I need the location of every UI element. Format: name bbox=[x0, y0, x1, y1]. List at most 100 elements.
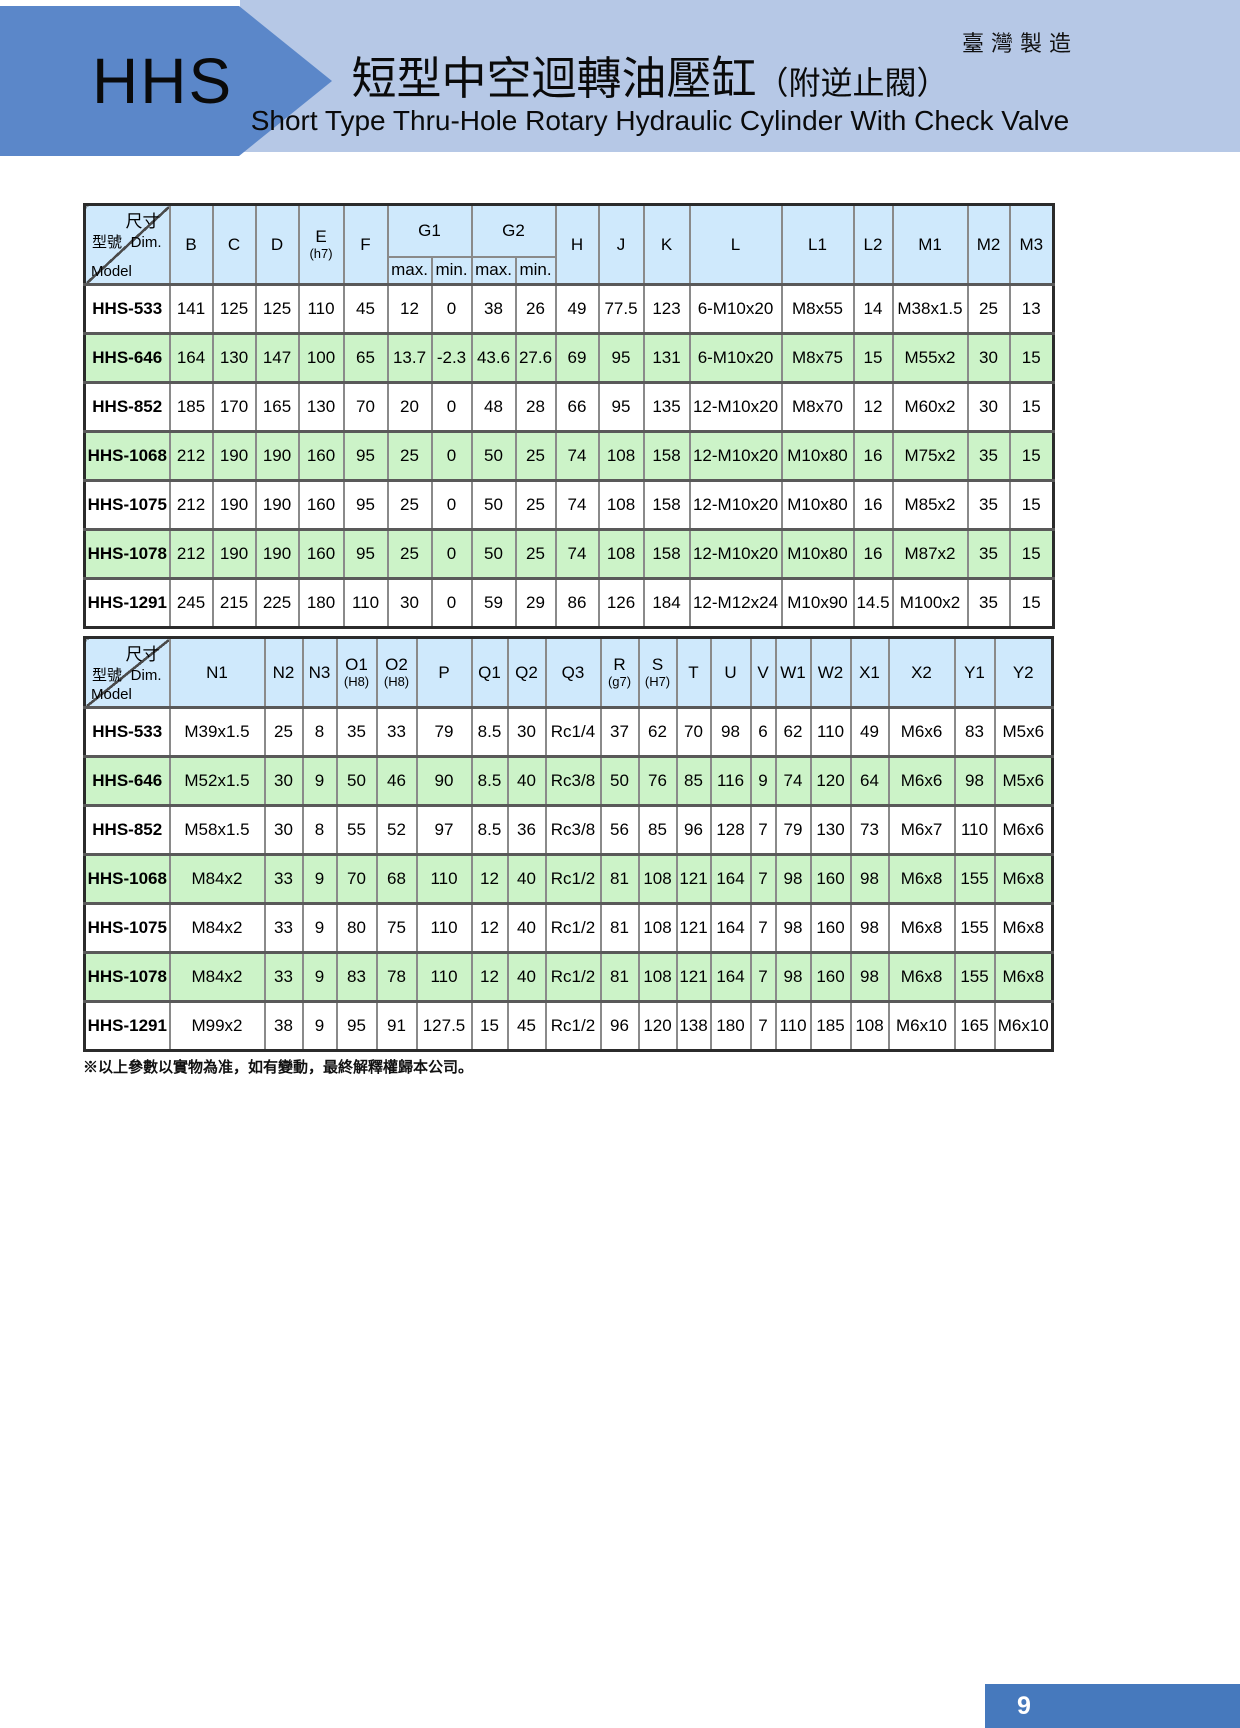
value-cell: 108 bbox=[637, 853, 678, 905]
value-cell: 50 bbox=[599, 755, 640, 807]
value-cell: Rc1/2 bbox=[544, 853, 602, 905]
made-in-label: 臺灣製造 bbox=[961, 31, 1078, 56]
value-cell: 108 bbox=[597, 430, 645, 482]
value-cell: 62 bbox=[637, 706, 678, 758]
value-cell: 35 bbox=[966, 430, 1011, 482]
model-cell: HHS-1075 bbox=[83, 479, 171, 531]
value-cell: 43.6 bbox=[470, 332, 517, 384]
value-cell: 8.5 bbox=[470, 706, 509, 758]
value-cell: 35 bbox=[966, 479, 1011, 531]
value-cell: 12-M10x20 bbox=[688, 381, 783, 433]
value-cell: 0 bbox=[430, 479, 473, 531]
value-cell: 121 bbox=[675, 951, 712, 1003]
value-cell: 98 bbox=[849, 951, 890, 1003]
value-cell: 164 bbox=[168, 332, 214, 384]
col-header-o1-tolerance: (H8) bbox=[343, 674, 370, 690]
value-cell: M6x8 bbox=[887, 853, 956, 905]
col-header-s-label: S bbox=[651, 655, 664, 675]
page-number: 9 bbox=[1017, 1691, 1031, 1720]
value-cell: 155 bbox=[953, 951, 996, 1003]
value-cell: M6x10 bbox=[887, 1000, 956, 1052]
col-header-k: K bbox=[642, 203, 691, 286]
table-row: HHS-852 185 170 165 130 70 20 0 48 28 66 95 135 12-M1… bbox=[83, 381, 1055, 433]
value-cell: 15 bbox=[1008, 430, 1055, 482]
value-cell: 116 bbox=[709, 755, 752, 807]
value-cell: 120 bbox=[637, 1000, 678, 1052]
col-subheader-g2-min: min. bbox=[514, 255, 557, 286]
value-cell: 245 bbox=[168, 577, 214, 629]
model-cell: HHS-1075 bbox=[83, 902, 171, 954]
value-cell: 25 bbox=[514, 528, 557, 580]
corner-dim-en: Dim. bbox=[130, 234, 162, 251]
col-header-g2: G2 bbox=[470, 203, 557, 258]
value-cell: 95 bbox=[597, 381, 645, 433]
value-cell: 73 bbox=[849, 804, 890, 856]
value-cell: 212 bbox=[168, 430, 214, 482]
model-cell: HHS-1068 bbox=[83, 853, 171, 905]
value-cell: M87x2 bbox=[891, 528, 969, 580]
value-cell: 160 bbox=[809, 853, 852, 905]
value-cell: 8 bbox=[301, 706, 338, 758]
value-cell: 128 bbox=[709, 804, 752, 856]
value-cell: 16 bbox=[852, 479, 894, 531]
value-cell: 138 bbox=[675, 1000, 712, 1052]
value-cell: 35 bbox=[335, 706, 378, 758]
col-header-o2-label: O2 bbox=[385, 655, 408, 675]
col-header-e: E (h7) bbox=[297, 203, 345, 286]
value-cell: 65 bbox=[342, 332, 389, 384]
value-cell: 125 bbox=[211, 283, 257, 335]
value-cell: M99x2 bbox=[168, 1000, 266, 1052]
value-cell: Rc1/2 bbox=[544, 902, 602, 954]
value-cell: 130 bbox=[211, 332, 257, 384]
value-cell: M58x1.5 bbox=[168, 804, 266, 856]
value-cell: 13 bbox=[1008, 283, 1055, 335]
col-header-n1: N1 bbox=[168, 636, 266, 709]
table-row: HHS-1078 M84x2 33 9 83 78 110 12 40 Rc1/2 81 108 121… bbox=[83, 951, 1054, 1003]
col-subheader-g1-max: max. bbox=[386, 255, 433, 286]
col-header-l2: L2 bbox=[852, 203, 894, 286]
value-cell: Rc1/2 bbox=[544, 1000, 602, 1052]
col-header-h: H bbox=[554, 203, 600, 286]
value-cell: 52 bbox=[375, 804, 418, 856]
value-cell: 0 bbox=[430, 430, 473, 482]
col-header-j: J bbox=[597, 203, 645, 286]
col-header-n3: N3 bbox=[301, 636, 338, 709]
value-cell: 147 bbox=[254, 332, 300, 384]
value-cell: 25 bbox=[386, 430, 433, 482]
value-cell: 98 bbox=[849, 853, 890, 905]
value-cell: M10x90 bbox=[780, 577, 855, 629]
value-cell: 30 bbox=[966, 381, 1011, 433]
value-cell: 180 bbox=[709, 1000, 752, 1052]
col-header-r-label: R bbox=[613, 655, 626, 675]
value-cell: 70 bbox=[342, 381, 389, 433]
corner-dim-en: Dim. bbox=[130, 667, 162, 684]
value-cell: 108 bbox=[597, 528, 645, 580]
value-cell: 160 bbox=[809, 902, 852, 954]
value-cell: 95 bbox=[342, 528, 389, 580]
value-cell: 185 bbox=[809, 1000, 852, 1052]
value-cell: M6x6 bbox=[993, 804, 1054, 856]
value-cell: M6x8 bbox=[993, 902, 1054, 954]
value-cell: 110 bbox=[415, 853, 473, 905]
value-cell: 38 bbox=[470, 283, 517, 335]
col-header-w2: W2 bbox=[809, 636, 852, 709]
value-cell: 90 bbox=[415, 755, 473, 807]
value-cell: M6x8 bbox=[993, 853, 1054, 905]
col-header-m1: M1 bbox=[891, 203, 969, 286]
value-cell: 9 bbox=[749, 755, 777, 807]
value-cell: 108 bbox=[637, 902, 678, 954]
value-cell: 160 bbox=[297, 528, 345, 580]
value-cell: 212 bbox=[168, 479, 214, 531]
value-cell: 190 bbox=[254, 528, 300, 580]
value-cell: M6x6 bbox=[887, 755, 956, 807]
value-cell: 40 bbox=[506, 853, 547, 905]
value-cell: 97 bbox=[415, 804, 473, 856]
value-cell: M6x7 bbox=[887, 804, 956, 856]
value-cell: 25 bbox=[966, 283, 1011, 335]
value-cell: M6x10 bbox=[993, 1000, 1054, 1052]
value-cell: 30 bbox=[966, 332, 1011, 384]
value-cell: 180 bbox=[297, 577, 345, 629]
value-cell: 79 bbox=[774, 804, 812, 856]
value-cell: 55 bbox=[335, 804, 378, 856]
col-header-y1: Y1 bbox=[953, 636, 996, 709]
